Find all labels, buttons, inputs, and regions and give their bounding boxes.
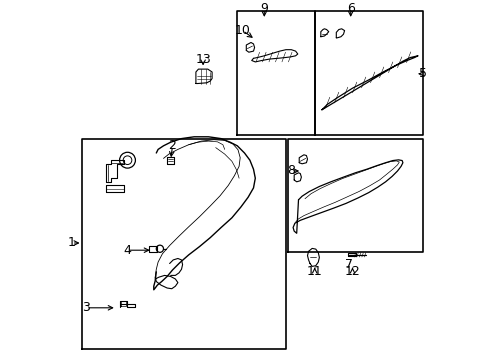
Text: 2: 2	[168, 139, 176, 152]
Text: 11: 11	[306, 265, 322, 278]
Text: 10: 10	[234, 24, 250, 37]
Text: 4: 4	[123, 244, 131, 257]
Text: 1: 1	[68, 237, 76, 249]
Text: 9: 9	[260, 3, 268, 15]
Text: 6: 6	[346, 3, 354, 15]
Text: 13: 13	[195, 53, 210, 66]
Text: 3: 3	[82, 301, 90, 314]
Text: 7: 7	[344, 258, 352, 271]
Text: 12: 12	[344, 265, 360, 278]
Text: 5: 5	[418, 67, 426, 80]
Text: 8: 8	[287, 165, 295, 177]
